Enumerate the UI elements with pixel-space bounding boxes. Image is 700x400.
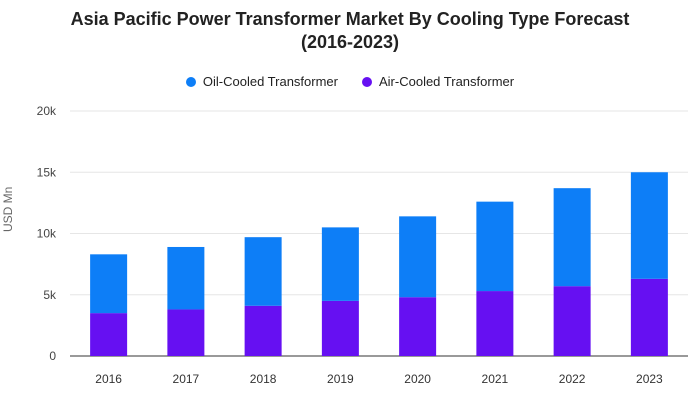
chart-title-line-1: Asia Pacific Power Transformer Market By… bbox=[70, 9, 630, 29]
bar-oil-cooled-2019[interactable] bbox=[321, 227, 359, 301]
x-tick-label: 2021 bbox=[482, 372, 509, 386]
bar-oil-cooled-2017[interactable] bbox=[167, 246, 205, 310]
y-tick-label: 10k bbox=[37, 227, 57, 241]
legend-swatch-air-cooled bbox=[362, 76, 372, 87]
bar-air-cooled-2020[interactable] bbox=[399, 297, 437, 356]
bar-oil-cooled-2021[interactable] bbox=[476, 201, 514, 292]
bar-air-cooled-2018[interactable] bbox=[244, 305, 282, 356]
x-tick-label: 2020 bbox=[404, 372, 431, 386]
legend-label-oil-cooled: Oil-Cooled Transformer bbox=[202, 74, 338, 89]
bar-oil-cooled-2023[interactable] bbox=[630, 172, 668, 279]
bar-air-cooled-2022[interactable] bbox=[553, 286, 591, 356]
y-tick-label: 0 bbox=[49, 349, 56, 363]
bar-oil-cooled-2022[interactable] bbox=[553, 188, 591, 287]
bar-oil-cooled-2016[interactable] bbox=[90, 254, 128, 314]
legend-item-air-cooled[interactable]: Air-Cooled Transformer bbox=[362, 74, 514, 89]
x-tick-label: 2018 bbox=[250, 372, 277, 386]
x-tick-label: 2023 bbox=[636, 372, 663, 386]
x-tick-label: 2017 bbox=[173, 372, 200, 386]
chart-title-line-2: (2016-2023) bbox=[300, 32, 400, 52]
bar-air-cooled-2016[interactable] bbox=[90, 313, 128, 356]
chart-title: Asia Pacific Power Transformer Market By… bbox=[0, 8, 700, 54]
bar-air-cooled-2019[interactable] bbox=[321, 300, 359, 356]
bar-air-cooled-2021[interactable] bbox=[476, 291, 514, 356]
bar-air-cooled-2017[interactable] bbox=[167, 309, 205, 356]
chart-legend: Oil-Cooled Transformer Air-Cooled Transf… bbox=[0, 74, 700, 89]
bar-air-cooled-2023[interactable] bbox=[630, 278, 668, 356]
legend-label-air-cooled: Air-Cooled Transformer bbox=[379, 74, 515, 89]
y-tick-label: 15k bbox=[37, 165, 57, 179]
y-tick-label: 20k bbox=[37, 104, 57, 118]
x-tick-label: 2016 bbox=[95, 372, 122, 386]
y-tick-label: 5k bbox=[43, 288, 57, 302]
x-tick-label: 2019 bbox=[327, 372, 354, 386]
x-tick-label: 2022 bbox=[559, 372, 586, 386]
legend-item-oil-cooled[interactable]: Oil-Cooled Transformer bbox=[185, 74, 338, 89]
legend-swatch-oil-cooled bbox=[185, 76, 196, 87]
bar-oil-cooled-2018[interactable] bbox=[244, 237, 282, 306]
bar-oil-cooled-2020[interactable] bbox=[399, 216, 437, 298]
